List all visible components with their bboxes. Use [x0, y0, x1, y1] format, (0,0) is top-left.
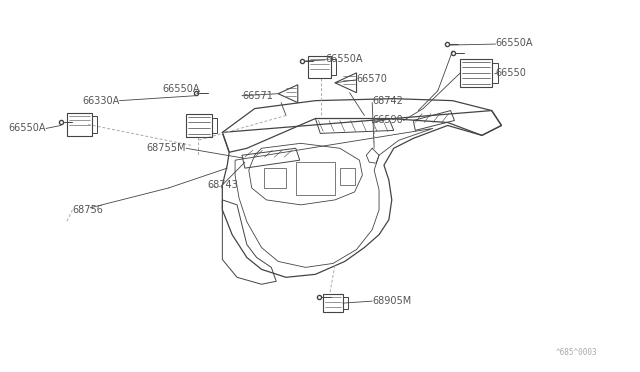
- Text: 66330A: 66330A: [83, 96, 120, 106]
- Text: 66550A: 66550A: [8, 124, 46, 134]
- Text: 66571: 66571: [242, 91, 273, 101]
- Text: 68742: 68742: [372, 96, 403, 106]
- Text: 66570: 66570: [356, 74, 387, 84]
- Text: ^685^0003: ^685^0003: [556, 348, 598, 357]
- Text: 66550A: 66550A: [325, 54, 363, 64]
- Text: 68755M: 68755M: [147, 143, 186, 153]
- Text: 66550A: 66550A: [495, 38, 533, 48]
- Text: 66550A: 66550A: [163, 84, 200, 94]
- Text: 68743: 68743: [207, 180, 239, 190]
- Text: 66590: 66590: [372, 115, 403, 125]
- Text: 68905M: 68905M: [372, 296, 412, 306]
- Text: 66550: 66550: [495, 68, 527, 78]
- Text: 68756: 68756: [72, 205, 104, 215]
